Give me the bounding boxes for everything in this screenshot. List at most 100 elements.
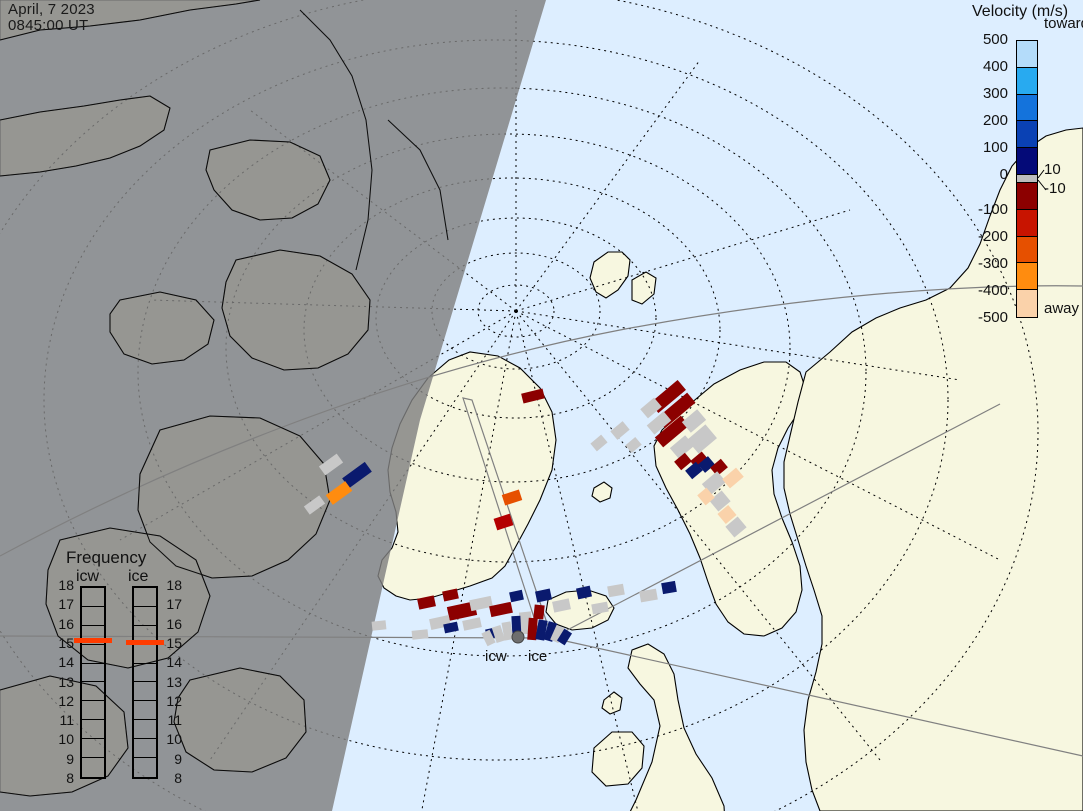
colorbar-tick--400: -400 xyxy=(977,282,1008,299)
colorbar-tick--300: -300 xyxy=(977,255,1008,272)
frequency-segment xyxy=(134,607,156,626)
frequency-segment xyxy=(82,664,104,683)
frequency-tick-ice-15: 15 xyxy=(166,634,182,651)
velocity-cell xyxy=(501,489,523,506)
frequency-tick-ice-9: 9 xyxy=(174,750,182,767)
frequency-marker-icw xyxy=(74,638,112,643)
velocity-cell xyxy=(669,435,695,459)
colorbar-band-neutral xyxy=(1017,174,1037,183)
velocity-cell xyxy=(535,588,552,603)
frequency-legend-title: Frequency xyxy=(66,548,147,567)
frequency-tick-ice-13: 13 xyxy=(166,673,182,690)
velocity-cell xyxy=(521,388,545,404)
velocity-cell xyxy=(371,620,387,631)
velocity-cell xyxy=(576,585,592,600)
frequency-tick-ice-10: 10 xyxy=(166,731,182,748)
velocity-cell xyxy=(443,621,459,634)
frequency-segment xyxy=(134,682,156,702)
colorbar-band-3 xyxy=(1017,121,1037,149)
velocity-cell xyxy=(552,598,571,613)
frequency-segment xyxy=(134,739,156,759)
velocity-cell xyxy=(417,595,436,610)
velocity-cell xyxy=(646,411,672,435)
velocity-cell xyxy=(481,629,496,647)
land-svalbard xyxy=(589,251,631,299)
radar-site-marker xyxy=(511,630,525,644)
velocity-cell xyxy=(685,461,703,480)
velocity-cell xyxy=(717,505,737,524)
land-svalbard-2 xyxy=(631,271,657,305)
colorbar-upper-threshold-label: 10 xyxy=(1044,161,1061,178)
velocity-cell xyxy=(625,436,642,454)
colorbar-band-1 xyxy=(1017,67,1037,95)
colorbar-band-9 xyxy=(1017,263,1037,291)
colorbar-tick--500: -500 xyxy=(977,309,1008,326)
velocity-colorbar[interactable] xyxy=(1016,40,1038,318)
frequency-tick-ice-14: 14 xyxy=(166,654,182,671)
velocity-cell xyxy=(411,629,429,640)
velocity-cell xyxy=(674,452,692,471)
velocity-cell xyxy=(722,467,744,489)
velocity-cell xyxy=(469,595,493,612)
frequency-tick-icw-17: 17 xyxy=(58,596,74,613)
velocity-cell xyxy=(527,617,538,641)
land-eurasia xyxy=(783,127,1083,811)
velocity-cell xyxy=(325,481,353,505)
colorbar-toward-label: toward xyxy=(1044,15,1083,32)
colorbar-tick-500: 500 xyxy=(982,31,1008,48)
frequency-bar-icw[interactable] xyxy=(80,586,106,779)
frequency-segment xyxy=(82,682,104,702)
frequency-segment xyxy=(82,588,104,607)
frequency-tick-ice-12: 12 xyxy=(166,692,182,709)
frequency-segment xyxy=(134,588,156,607)
frequency-tick-icw-15: 15 xyxy=(58,634,74,651)
frequency-legend-label-icw: icw xyxy=(76,568,100,585)
colorbar-band-0 xyxy=(1017,41,1037,68)
frequency-marker-ice xyxy=(126,640,164,645)
velocity-cell xyxy=(493,513,514,531)
colorbar-tick-400: 400 xyxy=(982,58,1008,75)
colorbar-band-8 xyxy=(1017,236,1037,264)
velocity-cell xyxy=(654,415,690,448)
velocity-cell xyxy=(342,461,372,489)
velocity-cell xyxy=(533,604,545,620)
frequency-tick-icw-10: 10 xyxy=(58,731,74,748)
colorbar-lower-threshold-label: -10 xyxy=(1044,180,1066,197)
velocity-cell xyxy=(607,583,625,598)
frequency-segment xyxy=(82,607,104,626)
frequency-tick-ice-16: 16 xyxy=(166,615,182,632)
velocity-cell xyxy=(591,601,609,615)
colorbar-band-4 xyxy=(1017,148,1037,175)
frequency-tick-icw-14: 14 xyxy=(58,654,74,671)
velocity-cell xyxy=(681,409,707,433)
colorbar-tick-300: 300 xyxy=(982,85,1008,102)
frequency-segment xyxy=(134,645,156,664)
colorbar-tick-200: 200 xyxy=(982,112,1008,129)
frequency-segment xyxy=(82,739,104,759)
frequency-legend-label-ice: ice xyxy=(128,568,149,585)
frequency-segment xyxy=(134,664,156,683)
colorbar-band-7 xyxy=(1017,209,1037,237)
timestamp-time: 0845:00 UT xyxy=(8,17,89,34)
colorbar-tick--100: -100 xyxy=(977,201,1008,218)
colorbar-title: Velocity (m/s) xyxy=(972,3,1069,20)
velocity-cell xyxy=(543,621,558,642)
velocity-cell xyxy=(491,625,506,643)
site-label-ice: ice xyxy=(528,648,548,665)
frequency-segment xyxy=(82,645,104,664)
frequency-tick-ice-11: 11 xyxy=(167,712,182,729)
frequency-segment xyxy=(82,720,104,740)
land-british-isles xyxy=(591,643,725,811)
colorbar-band-10 xyxy=(1017,290,1037,317)
velocity-cell xyxy=(639,588,658,603)
velocity-cell xyxy=(462,617,482,631)
velocity-cell xyxy=(489,601,513,618)
velocity-cell xyxy=(550,624,565,644)
velocity-cell xyxy=(303,495,326,515)
frequency-tick-icw-18: 18 xyxy=(58,577,74,593)
velocity-cell xyxy=(701,471,727,495)
terminator-night-shade xyxy=(0,0,546,811)
